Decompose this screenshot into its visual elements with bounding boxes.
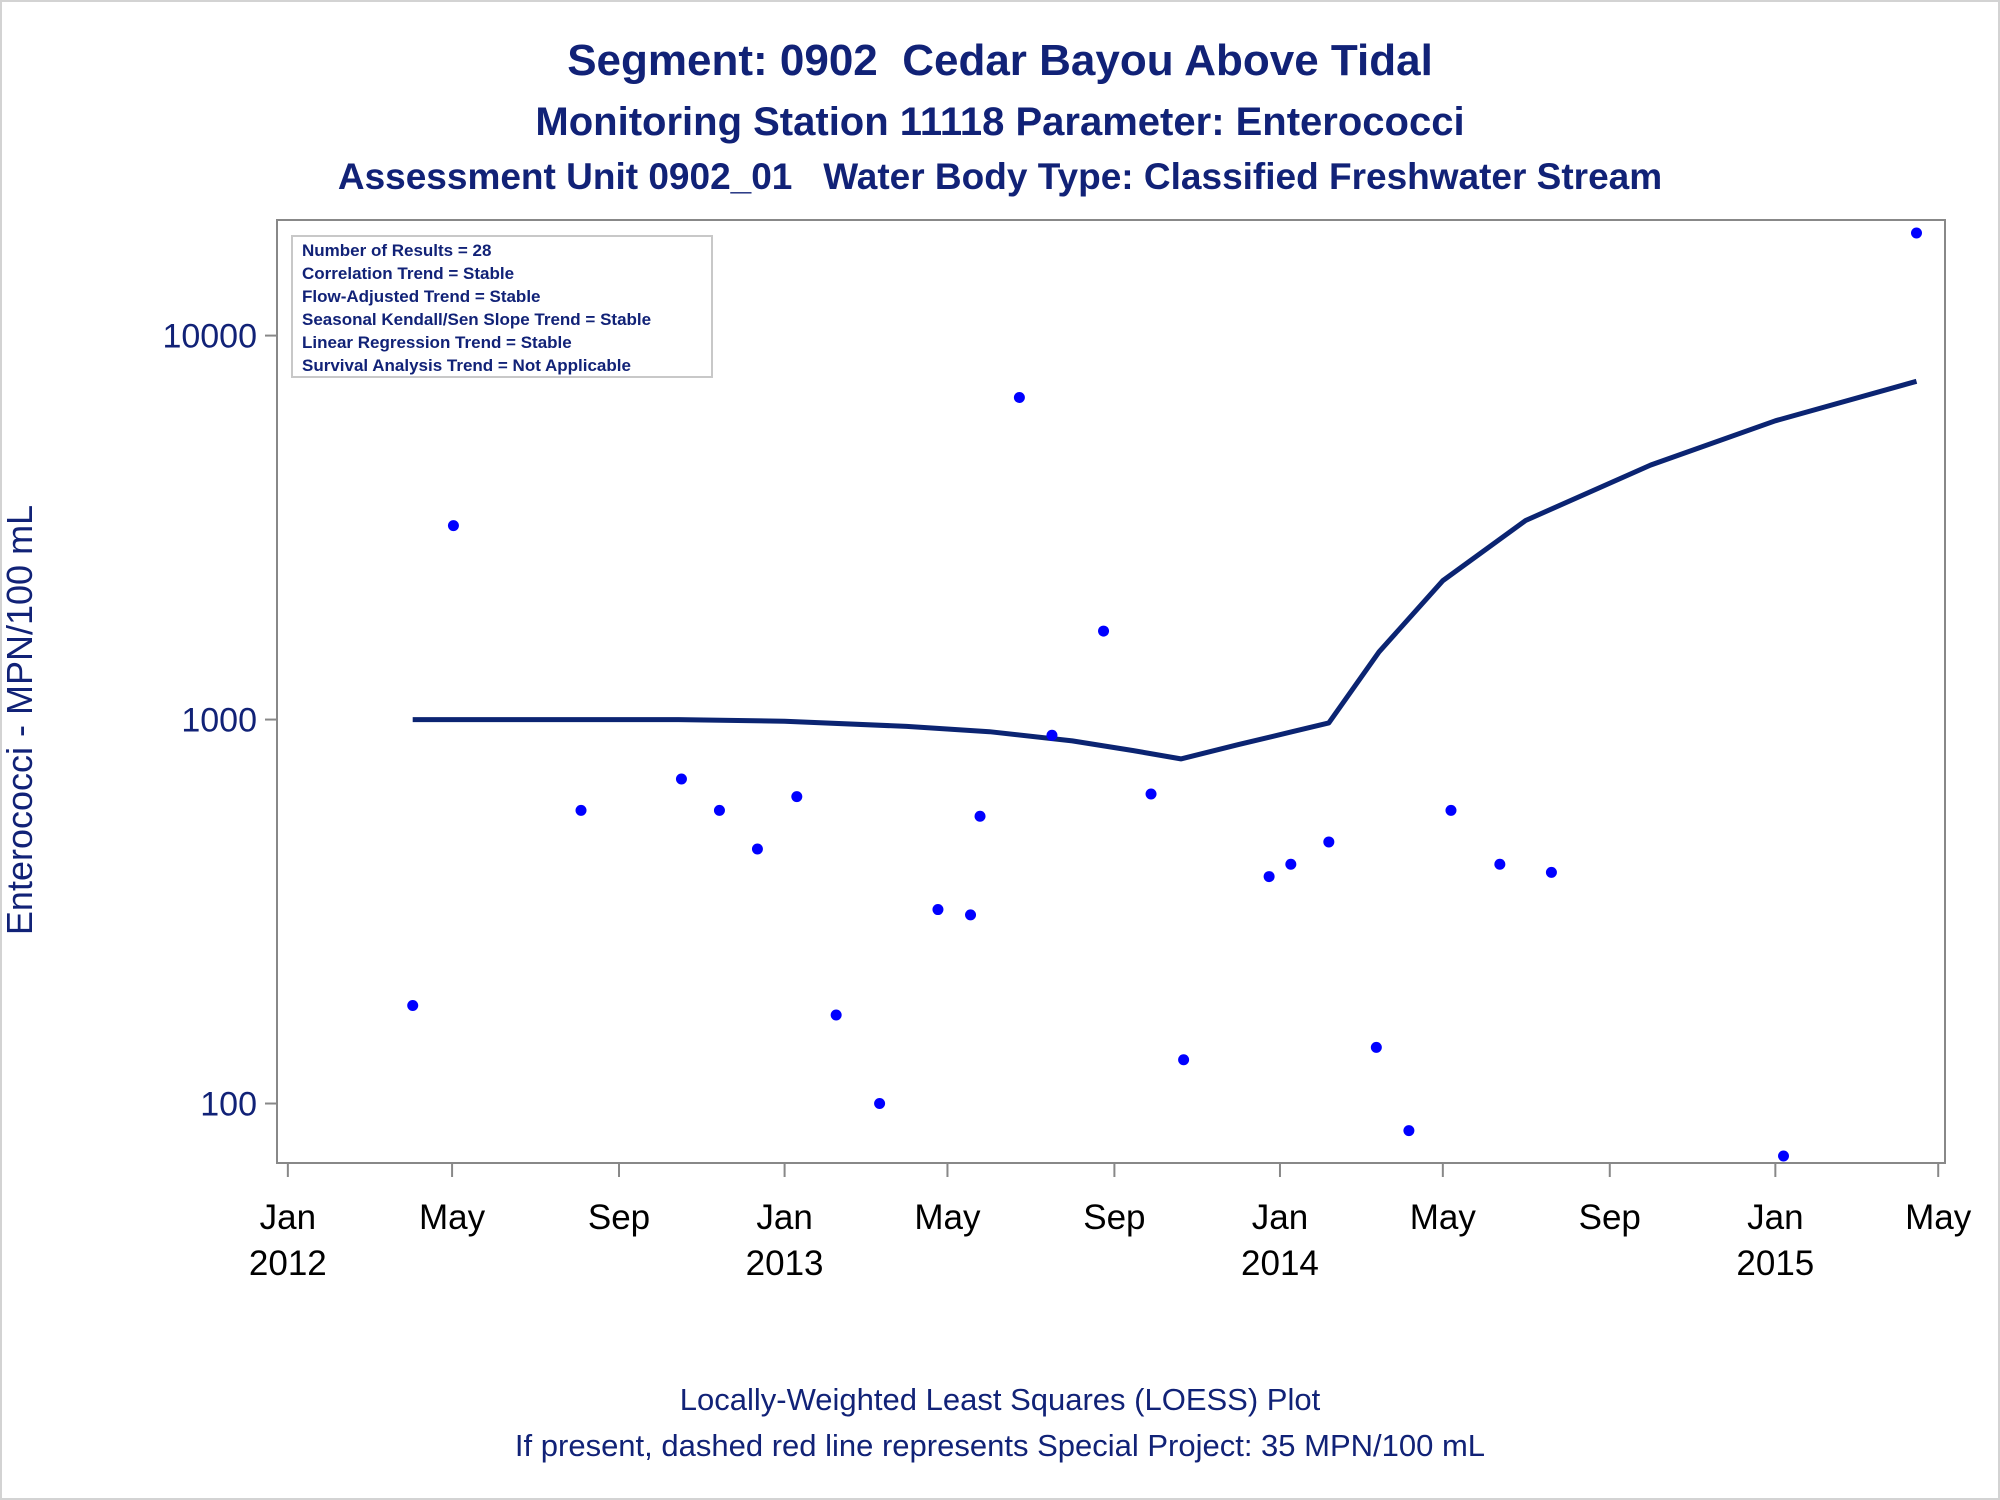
stats-box-line: Flow-Adjusted Trend = Stable: [302, 287, 541, 306]
x-tick-label: Sep: [588, 1198, 650, 1237]
chart-subtitle: Monitoring Station 11118 Parameter: Ente…: [535, 100, 1465, 144]
data-point: [1145, 788, 1157, 800]
data-point: [1323, 836, 1335, 848]
x-tick-label: Jan: [1747, 1198, 1803, 1237]
x-tick-year-label: 2014: [1241, 1244, 1319, 1283]
x-tick-year-label: 2012: [249, 1244, 327, 1283]
chart-subtitle-2: Assessment Unit 0902_01 Water Body Type:…: [337, 156, 1663, 197]
data-point: [1263, 871, 1275, 883]
data-point: [791, 791, 803, 803]
x-tick-label: Jan: [756, 1198, 812, 1237]
x-tick-label: May: [1410, 1198, 1477, 1237]
x-tick-year-label: 2015: [1736, 1244, 1814, 1283]
y-tick-label: 100: [200, 1086, 257, 1124]
data-point: [974, 810, 986, 822]
data-point: [965, 909, 977, 921]
x-tick-year-label: 2013: [746, 1244, 824, 1283]
footnote-loess: Locally-Weighted Least Squares (LOESS) P…: [679, 1382, 1321, 1417]
stats-box-line: Number of Results = 28: [302, 241, 491, 260]
data-point: [1178, 1054, 1190, 1066]
stats-box-line: Correlation Trend = Stable: [302, 264, 514, 283]
data-point: [1046, 729, 1058, 741]
data-point: [447, 520, 459, 532]
data-point: [407, 1000, 419, 1012]
data-point: [874, 1098, 886, 1110]
loess-line: [412, 378, 1918, 762]
data-point: [575, 804, 587, 816]
stats-box-line: Survival Analysis Trend = Not Applicable: [302, 356, 631, 375]
data-point: [1013, 391, 1025, 403]
data-point: [675, 773, 687, 785]
y-tick-label: 10000: [162, 318, 257, 356]
x-tick-label: Jan: [260, 1198, 316, 1237]
y-tick-label: 1000: [181, 702, 257, 740]
x-tick-label: Sep: [1083, 1198, 1145, 1237]
stats-box-line: Linear Regression Trend = Stable: [302, 333, 572, 352]
data-point: [713, 804, 725, 816]
data-point: [751, 843, 763, 855]
data-point: [1545, 866, 1557, 878]
data-point: [1098, 625, 1110, 637]
data-point: [1494, 858, 1506, 870]
data-point: [1370, 1041, 1382, 1053]
data-point: [1285, 858, 1297, 870]
x-tick-label: May: [1905, 1198, 1972, 1237]
stats-box-line: Seasonal Kendall/Sen Slope Trend = Stabl…: [302, 310, 651, 329]
stats-box: [291, 235, 713, 378]
data-point: [1777, 1150, 1789, 1162]
plot-border: [276, 219, 1946, 1164]
data-point: [830, 1009, 842, 1021]
x-tick-label: May: [419, 1198, 486, 1237]
data-point: [932, 904, 944, 916]
x-tick-label: Jan: [1252, 1198, 1308, 1237]
footnote-special-project: If present, dashed red line represents S…: [514, 1428, 1486, 1463]
data-point: [1445, 804, 1457, 816]
x-tick-label: May: [914, 1198, 981, 1237]
x-tick-label: Sep: [1579, 1198, 1641, 1237]
chart-title: Segment: 0902 Cedar Bayou Above Tidal: [567, 36, 1433, 85]
data-point: [1910, 227, 1922, 239]
data-point: [1403, 1125, 1415, 1137]
